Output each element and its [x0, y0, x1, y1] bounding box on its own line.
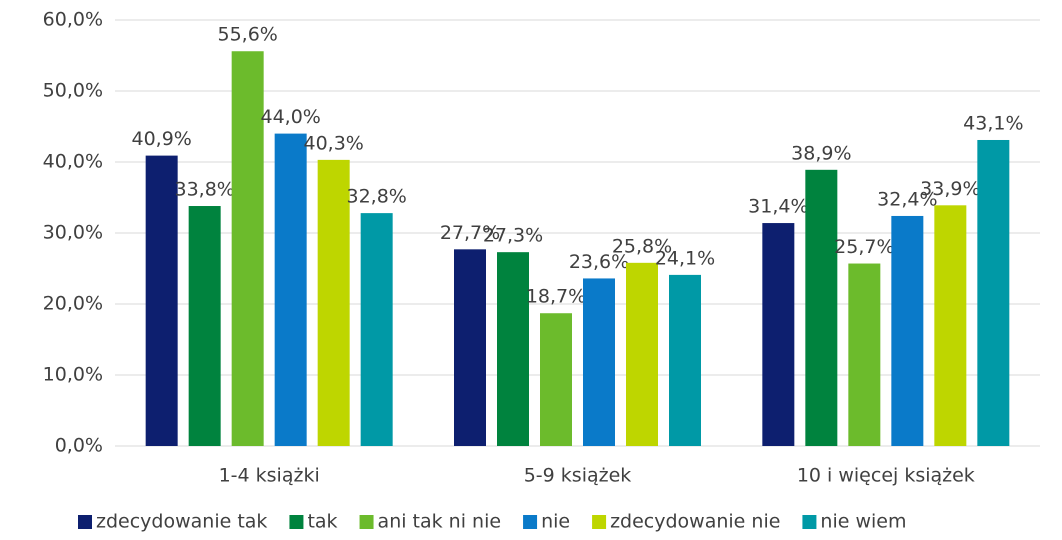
x-tick-label: 10 i więcej książek: [797, 465, 975, 487]
data-label: 25,8%: [612, 235, 672, 257]
data-label: 40,3%: [303, 132, 363, 154]
legend-label: nie wiem: [820, 511, 906, 533]
data-label: 27,7%: [440, 222, 500, 244]
bar: [669, 274, 701, 446]
legend-swatch: [802, 515, 817, 529]
bar: [626, 262, 658, 446]
data-label: 33,8%: [174, 179, 234, 201]
legend-label: ani tak ni nie: [378, 511, 502, 533]
bar: [145, 155, 178, 447]
legend-label: zdecydowanie nie: [610, 511, 780, 533]
bar: [274, 133, 307, 446]
y-tick-label: 30,0%: [43, 222, 103, 244]
y-tick-label: 40,0%: [43, 151, 103, 173]
bar: [317, 159, 350, 446]
data-label: 40,9%: [131, 128, 191, 150]
data-label: 32,4%: [877, 188, 937, 210]
y-tick-label: 10,0%: [43, 364, 103, 386]
legend-label: tak: [307, 511, 337, 533]
bar: [762, 223, 795, 446]
legend-swatch: [78, 515, 92, 529]
data-label: 55,6%: [217, 24, 277, 46]
legend-swatch: [523, 515, 538, 529]
bar: [231, 51, 264, 447]
y-tick-label: 60,0%: [43, 9, 103, 31]
bar: [188, 206, 221, 446]
y-tick-label: 20,0%: [43, 293, 103, 315]
legend-label: zdecydowanie tak: [96, 511, 267, 533]
bar: [891, 215, 924, 446]
y-tick-label: 0,0%: [55, 435, 103, 457]
y-tick-label: 50,0%: [43, 80, 103, 102]
x-tick-label: 5-9 książek: [524, 465, 632, 487]
bar: [977, 139, 1010, 447]
x-tick-label: 1-4 książki: [219, 465, 320, 487]
data-label: 43,1%: [963, 112, 1023, 134]
bar: [360, 213, 393, 446]
legend-swatch: [359, 515, 374, 529]
data-label: 24,1%: [655, 247, 715, 269]
data-label: 44,0%: [260, 106, 320, 128]
data-label: 31,4%: [748, 196, 808, 218]
data-label: 32,8%: [346, 186, 406, 208]
bar: [848, 263, 881, 446]
data-label: 18,7%: [526, 286, 586, 308]
data-label: 33,9%: [920, 178, 980, 200]
bar: [497, 252, 529, 446]
data-label: 25,7%: [834, 236, 894, 258]
legend-swatch: [592, 515, 607, 529]
data-label: 38,9%: [791, 142, 851, 164]
bar: [805, 169, 838, 446]
bar: [540, 313, 572, 446]
legend-swatch: [289, 515, 304, 529]
bar: [583, 278, 615, 446]
data-label: 27,3%: [483, 225, 543, 247]
legend-label: nie: [541, 511, 570, 533]
bar: [934, 205, 967, 446]
bar: [454, 249, 486, 446]
data-label: 23,6%: [569, 251, 629, 273]
